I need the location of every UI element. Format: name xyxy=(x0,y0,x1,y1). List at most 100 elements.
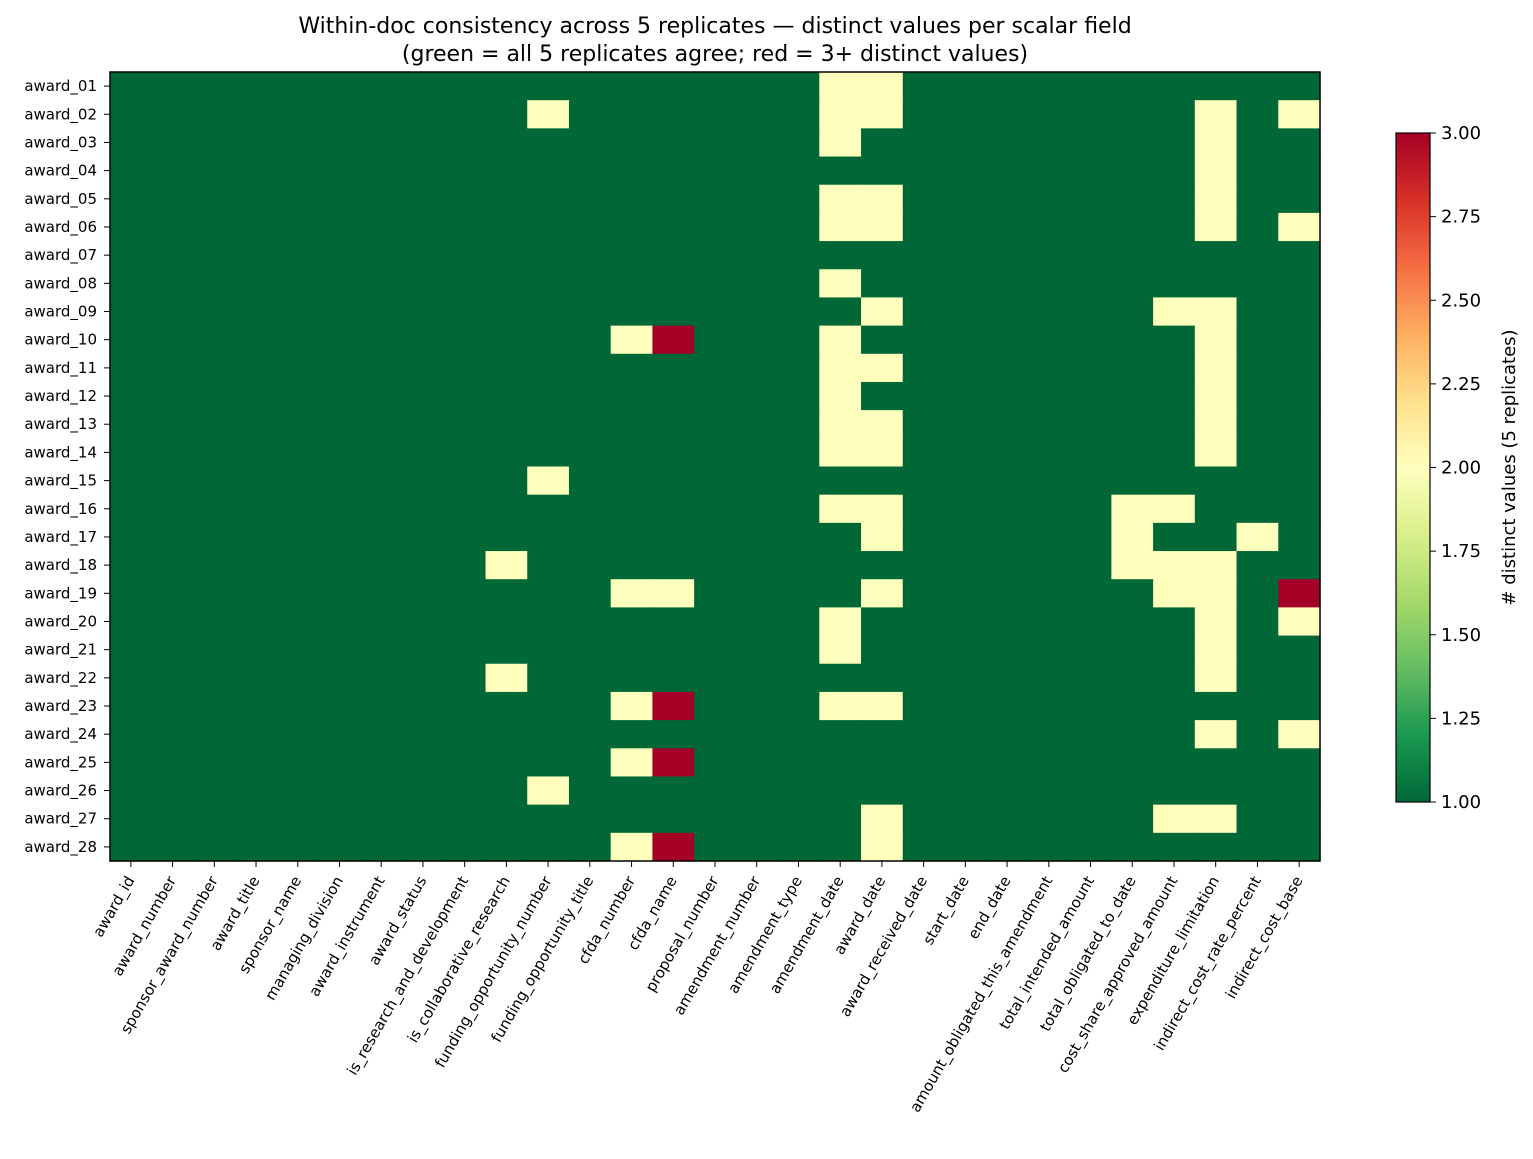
heatmap-cell xyxy=(610,720,654,749)
heatmap-cell xyxy=(527,691,570,721)
heatmap-cell xyxy=(777,100,820,129)
heatmap-cell xyxy=(1069,776,1112,806)
heatmap-cell xyxy=(1027,522,1071,552)
heatmap-cell xyxy=(485,494,528,524)
heatmap-cell xyxy=(610,579,654,608)
heatmap-cell xyxy=(402,522,445,552)
heatmap-cell xyxy=(1194,832,1238,862)
heatmap-cell xyxy=(652,607,695,637)
heatmap-cell xyxy=(610,297,654,327)
heatmap-cell xyxy=(1069,241,1112,270)
heatmap-cell xyxy=(944,551,987,580)
heatmap-cell xyxy=(1236,635,1279,665)
heatmap-cell xyxy=(276,663,320,693)
heatmap-cell xyxy=(443,494,487,524)
heatmap-cell xyxy=(694,720,737,749)
heatmap-cell xyxy=(193,522,236,552)
heatmap-cell xyxy=(1069,410,1112,439)
heatmap-cell xyxy=(735,776,779,806)
heatmap-cell xyxy=(861,804,904,834)
heatmap-cell xyxy=(610,804,654,834)
heatmap-cell xyxy=(902,353,946,383)
heatmap-cell xyxy=(110,635,153,665)
heatmap-cell xyxy=(318,184,361,214)
heatmap-cell xyxy=(1236,297,1279,327)
row-label: award_10 xyxy=(24,331,97,350)
heatmap-cell xyxy=(402,720,445,749)
heatmap-cell xyxy=(1027,748,1071,778)
heatmap-cell xyxy=(318,663,361,693)
heatmap-cell xyxy=(1236,100,1279,129)
heatmap-cell xyxy=(318,691,361,721)
heatmap-cell xyxy=(1194,720,1238,749)
heatmap-cell xyxy=(110,579,153,608)
heatmap-cell xyxy=(694,691,737,721)
heatmap-cell xyxy=(861,410,904,439)
heatmap-cell xyxy=(402,607,445,637)
heatmap-cell xyxy=(193,748,236,778)
heatmap-cell xyxy=(1111,635,1154,665)
heatmap-cell xyxy=(694,466,737,496)
heatmap-cell xyxy=(777,156,820,186)
row-label: award_12 xyxy=(24,387,97,406)
heatmap-cell xyxy=(610,466,654,496)
heatmap-cell xyxy=(360,297,403,327)
heatmap-cell xyxy=(1236,381,1279,411)
heatmap-cell xyxy=(110,607,153,637)
heatmap-cell xyxy=(819,353,862,383)
heatmap-cell xyxy=(735,100,779,129)
heatmap-cell xyxy=(568,184,612,214)
heatmap-cell xyxy=(193,663,236,693)
heatmap-cell xyxy=(777,691,820,721)
heatmap-cell xyxy=(1153,72,1196,101)
heatmap-cell xyxy=(1236,663,1279,693)
heatmap-cell xyxy=(610,410,654,439)
heatmap-cell xyxy=(235,748,278,778)
heatmap-cell xyxy=(527,607,570,637)
heatmap-cell xyxy=(568,325,612,355)
row-label: award_01 xyxy=(24,77,97,96)
heatmap-cell xyxy=(610,269,654,299)
heatmap-cell xyxy=(151,353,195,383)
heatmap-cell xyxy=(986,269,1029,299)
heatmap-cell xyxy=(1278,325,1321,355)
heatmap-cell xyxy=(694,156,737,186)
row-label: award_06 xyxy=(24,218,97,237)
heatmap-cell xyxy=(443,522,487,552)
heatmap-cell xyxy=(819,100,862,129)
heatmap-cell xyxy=(777,381,820,411)
heatmap-cell xyxy=(777,410,820,439)
heatmap-cell xyxy=(235,381,278,411)
heatmap-cell xyxy=(1153,663,1196,693)
heatmap-cell xyxy=(527,776,570,806)
heatmap-cell xyxy=(861,832,904,862)
heatmap-cell xyxy=(902,325,946,355)
heatmap-cell xyxy=(527,241,570,270)
heatmap-cell xyxy=(1153,438,1196,468)
heatmap-cell xyxy=(1236,466,1279,496)
heatmap-cell xyxy=(485,776,528,806)
heatmap-cell xyxy=(1236,551,1279,580)
heatmap-cell xyxy=(1111,325,1154,355)
heatmap-cell xyxy=(318,466,361,496)
heatmap-cell xyxy=(902,269,946,299)
heatmap-cell xyxy=(443,72,487,101)
heatmap-cell xyxy=(568,804,612,834)
heatmap-cell xyxy=(902,410,946,439)
heatmap-cell xyxy=(527,212,570,242)
heatmap-cell xyxy=(443,635,487,665)
heatmap-cell xyxy=(610,522,654,552)
heatmap-cell xyxy=(1027,100,1071,129)
heatmap-cell xyxy=(944,720,987,749)
heatmap-cell xyxy=(944,410,987,439)
heatmap-cell xyxy=(235,804,278,834)
heatmap-cell xyxy=(110,776,153,806)
heatmap-cell xyxy=(276,748,320,778)
heatmap-cell xyxy=(402,663,445,693)
heatmap-cell xyxy=(235,297,278,327)
heatmap-cell xyxy=(360,156,403,186)
heatmap-cell xyxy=(1069,579,1112,608)
heatmap-cell xyxy=(193,325,236,355)
heatmap-cell xyxy=(777,466,820,496)
heatmap-cell xyxy=(610,663,654,693)
